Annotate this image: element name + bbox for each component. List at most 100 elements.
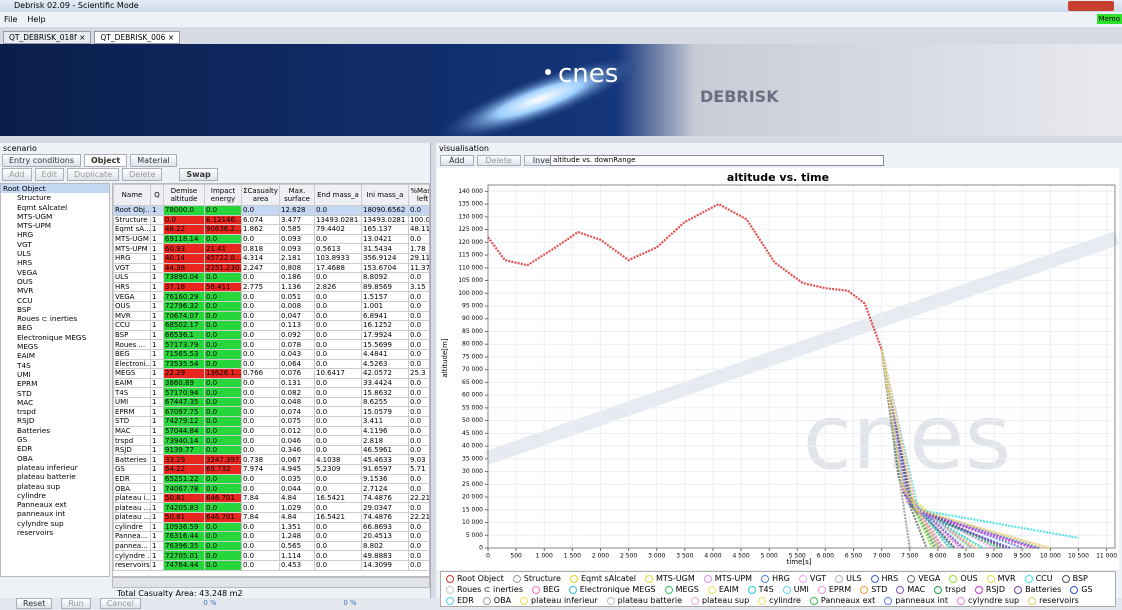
tree-item[interactable]: VEGA (1, 268, 109, 277)
tree-item[interactable]: EPRM (1, 379, 109, 388)
scenario-tab[interactable]: Entry conditions (2, 154, 81, 167)
h-scrollbar[interactable] (112, 577, 430, 588)
tree-item[interactable]: EAIM (1, 351, 109, 360)
toolbar-button[interactable]: Swap (179, 168, 217, 181)
tree-item[interactable]: VGT (1, 240, 109, 249)
column-header[interactable]: %Mass left (409, 185, 431, 206)
tree-item[interactable]: MAC (1, 398, 109, 407)
tree-item[interactable]: STD (1, 389, 109, 398)
tree-item[interactable]: T4S (1, 361, 109, 370)
tree-item[interactable]: Root Object (1, 184, 109, 193)
tree-item[interactable]: MVR (1, 286, 109, 295)
vis-button[interactable]: Add (440, 155, 474, 166)
column-header[interactable]: Ini mass_a (362, 185, 409, 206)
footer-button[interactable]: Cancel (100, 598, 141, 609)
tree-item[interactable]: panneaux int (1, 509, 109, 518)
tree-item[interactable]: MEGS (1, 342, 109, 351)
window-buttons[interactable] (1068, 1, 1114, 11)
tree-item[interactable]: Eqmt sAlcatel (1, 203, 109, 212)
tree-item[interactable]: OUS (1, 277, 109, 286)
column-header[interactable]: Q (151, 185, 164, 206)
tree-item[interactable]: MTS-UPM (1, 221, 109, 230)
tree-item[interactable]: BEG (1, 323, 109, 332)
tree-item[interactable]: CCU (1, 296, 109, 305)
tree-item[interactable]: EDR (1, 444, 109, 453)
tree-item[interactable]: Panneaux ext (1, 500, 109, 509)
column-header[interactable]: Max. surface (280, 185, 315, 206)
toolbar-button[interactable]: Add (2, 168, 32, 181)
footer-button[interactable]: Run (61, 598, 90, 609)
tree-item[interactable]: reservoirs (1, 528, 109, 537)
tree-item[interactable]: plateau batterie (1, 472, 109, 481)
tree-item[interactable]: MTS-UGM (1, 212, 109, 221)
scenario-tab[interactable]: Object (84, 154, 127, 167)
tree-item[interactable]: cylindre (1, 491, 109, 500)
tree-item[interactable]: Structure (1, 193, 109, 202)
menu-item[interactable]: File (4, 15, 17, 24)
tree-item[interactable]: plateau sup (1, 482, 109, 491)
tree-item[interactable]: plateau inferieur (1, 463, 109, 472)
tree-item[interactable]: RSJD (1, 416, 109, 425)
vis-button[interactable]: Delete (477, 155, 521, 166)
footer-button[interactable]: Reset (16, 598, 52, 609)
table-row[interactable]: VGT144.382251.230...2.2470.80817.4688153… (114, 263, 431, 273)
menu-item[interactable]: Help (27, 15, 45, 24)
toolbar-button[interactable]: Duplicate (67, 168, 119, 181)
tree-item[interactable]: GS (1, 435, 109, 444)
column-header[interactable]: ΣCasualty area (242, 185, 280, 206)
tree-item[interactable]: Electronique MEGS (1, 333, 109, 342)
tree-item[interactable]: OBA (1, 454, 109, 463)
tree-item[interactable]: trspd (1, 407, 109, 416)
tree-item[interactable]: HRG (1, 230, 109, 239)
tree-item[interactable]: Roues ⊂ inerties (1, 314, 109, 323)
tree-item[interactable]: HRS (1, 258, 109, 267)
table-row[interactable]: Batteries133.293247.397...0.7380.0674.10… (114, 455, 431, 465)
column-header[interactable]: Demise altitude (164, 185, 205, 206)
toolbar-button[interactable]: Delete (122, 168, 162, 181)
column-header[interactable]: Impact energy (205, 185, 242, 206)
file-tab[interactable]: QT_DEBRISK_006 × (94, 31, 180, 44)
tree-item[interactable]: UMI (1, 370, 109, 379)
tree-item[interactable]: ULS (1, 249, 109, 258)
tree-item[interactable]: cylyndre sup (1, 519, 109, 528)
column-header[interactable]: End mass_a (315, 185, 362, 206)
tree-item[interactable]: BSP (1, 305, 109, 314)
file-tab[interactable]: QT_DEBRISK_018f × (3, 31, 91, 44)
plot-selector[interactable]: altitude vs. downRange (550, 155, 884, 166)
tree-item[interactable]: Batteries (1, 426, 109, 435)
toolbar-button[interactable]: Edit (35, 168, 65, 181)
